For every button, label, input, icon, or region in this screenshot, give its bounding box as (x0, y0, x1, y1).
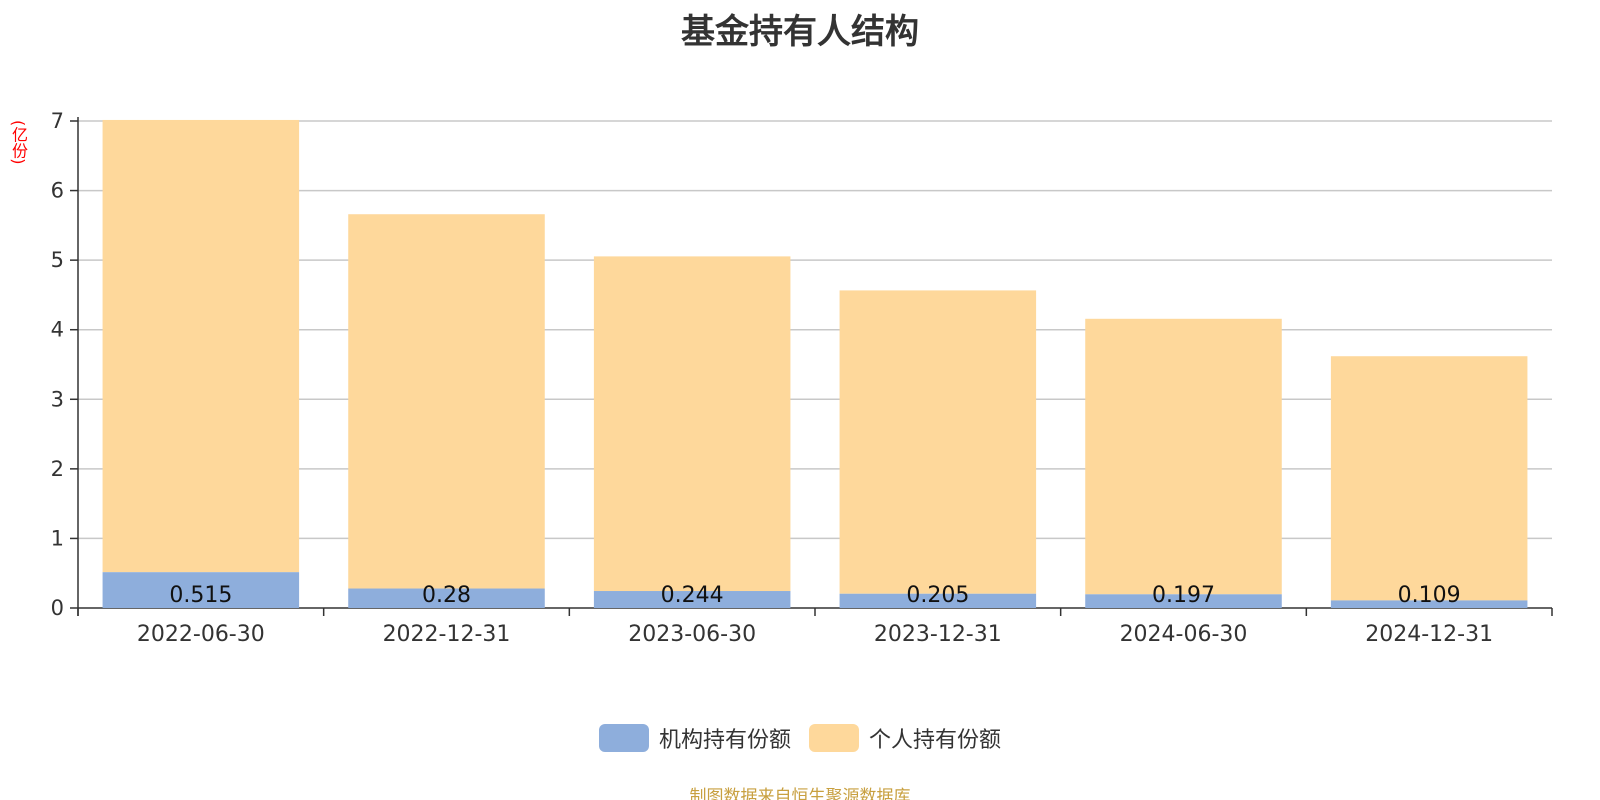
bar-institutional-2024-06-30 (1085, 594, 1282, 608)
y-tick-label-2: 2 (51, 457, 64, 481)
legend-label-individual: 个人持有份额 (869, 728, 1002, 753)
bar-individual-2023-12-31 (839, 290, 1037, 594)
bar-institutional-2022-12-31 (348, 588, 545, 608)
x-tick-label-2022-12-31: 2022-12-31 (383, 622, 511, 647)
bar-institutional-2023-06-30 (593, 591, 791, 608)
bar-individual-2022-06-30 (102, 119, 300, 573)
y-tick-label-0: 0 (51, 596, 64, 620)
data-label-institutional-2023-06-30: 0.244 (661, 583, 724, 608)
legend-swatch-individual (809, 724, 859, 752)
x-tick-label-2022-06-30: 2022-06-30 (137, 622, 265, 647)
x-tick-label-2024-12-31: 2024-12-31 (1365, 622, 1493, 647)
chart-title: 基金持有人结构 (681, 12, 919, 52)
y-tick-label-7: 7 (51, 109, 64, 133)
bar-individual-2022-12-31 (348, 214, 545, 589)
y-tick-label-5: 5 (51, 248, 64, 272)
legend: 机构持有份额 个人持有份额 (0, 722, 1600, 754)
y-tick-label-4: 4 (51, 318, 64, 342)
data-label-institutional-2024-06-30: 0.197 (1152, 583, 1215, 608)
y-tick-label-1: 1 (51, 526, 64, 550)
y-tick-label-3: 3 (51, 387, 64, 411)
bar-individual-2024-12-31 (1330, 356, 1528, 601)
data-label-institutional-2022-12-31: 0.28 (422, 583, 471, 608)
bar-individual-2024-06-30 (1085, 318, 1282, 595)
legend-swatch-institutional (598, 724, 649, 752)
legend-item-individual[interactable]: 个人持有份额 (809, 722, 1001, 754)
bar-institutional-2022-06-30 (102, 572, 300, 608)
data-label-institutional-2023-12-31: 0.205 (906, 583, 969, 608)
legend-label-institutional: 机构持有份额 (658, 728, 791, 753)
x-tick-label-2023-06-30: 2023-06-30 (628, 622, 756, 647)
bar-individual-2023-06-30 (593, 256, 791, 592)
source-note: 制图数据来自恒生聚源数据库 (689, 787, 911, 800)
legend-item-institutional[interactable]: 机构持有份额 (598, 722, 791, 754)
x-tick-label-2024-06-30: 2024-06-30 (1120, 622, 1248, 647)
x-tick-label-2023-12-31: 2023-12-31 (874, 622, 1002, 647)
y-tick-label-6: 6 (51, 179, 64, 203)
data-label-institutional-2022-06-30: 0.515 (169, 583, 232, 608)
data-label-institutional-2024-12-31: 0.109 (1398, 583, 1461, 608)
bar-institutional-2023-12-31 (839, 593, 1037, 608)
bar-institutional-2024-12-31 (1330, 600, 1528, 608)
y-axis-unit-label: (亿份) (9, 120, 28, 165)
